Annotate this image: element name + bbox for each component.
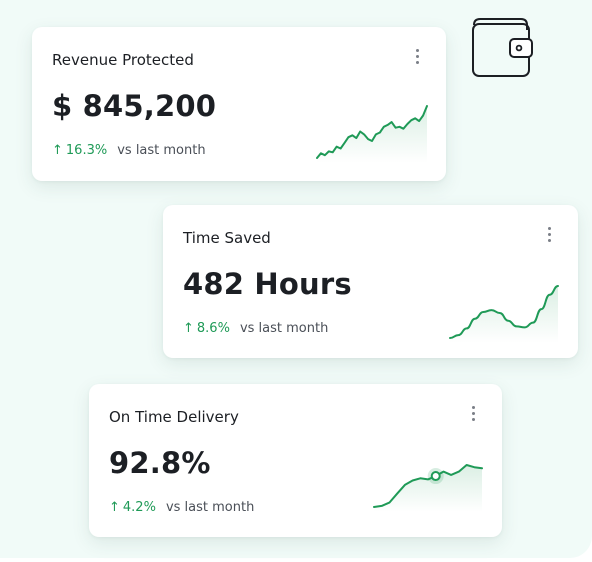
card-change: ↑ 8.6% vs last month [183, 321, 328, 336]
wallet-icon [472, 18, 533, 77]
sparkline-area [450, 286, 558, 343]
more-vertical-icon[interactable] [548, 227, 552, 245]
sparkline-chart [449, 285, 559, 343]
card-title: On Time Delivery [109, 408, 239, 426]
change-label: vs last month [239, 321, 329, 336]
change-percent: 8.6% [196, 321, 230, 336]
change-percent: 4.2% [122, 500, 156, 515]
card-change: ↑ 4.2% vs last month [109, 500, 254, 515]
kpi-card-time-saved: Time Saved 482 Hours ↑ 8.6% vs last month [163, 205, 578, 358]
change-percent: 16.3% [65, 143, 108, 158]
card-title: Time Saved [183, 229, 271, 247]
card-title: Revenue Protected [52, 51, 194, 69]
more-vertical-icon[interactable] [416, 49, 420, 67]
arrow-up-icon: ↑ [52, 143, 63, 158]
highlight-point [430, 471, 441, 482]
kpi-card-on-time-delivery: On Time Delivery 92.8% ↑ 4.2% vs last mont… [89, 384, 502, 537]
card-change: ↑ 16.3% vs last month [52, 143, 206, 158]
kpi-card-revenue-protected: Revenue Protected $ 845,200 ↑ 16.3% vs las… [32, 27, 446, 181]
sparkline-line [316, 105, 428, 159]
card-value: 482 Hours [183, 267, 352, 301]
sparkline-area [374, 465, 482, 512]
sparkline-line [449, 285, 559, 339]
arrow-up-icon: ↑ [109, 500, 120, 515]
card-value: $ 845,200 [52, 89, 217, 123]
more-vertical-icon[interactable] [472, 406, 476, 424]
sparkline-area [317, 106, 427, 163]
change-label: vs last month [117, 143, 206, 158]
arrow-up-icon: ↑ [183, 321, 194, 336]
change-label: vs last month [165, 500, 255, 515]
sparkline-chart [373, 464, 483, 512]
card-value: 92.8% [109, 446, 211, 480]
sparkline-chart [316, 105, 428, 163]
sparkline-line [373, 464, 483, 508]
